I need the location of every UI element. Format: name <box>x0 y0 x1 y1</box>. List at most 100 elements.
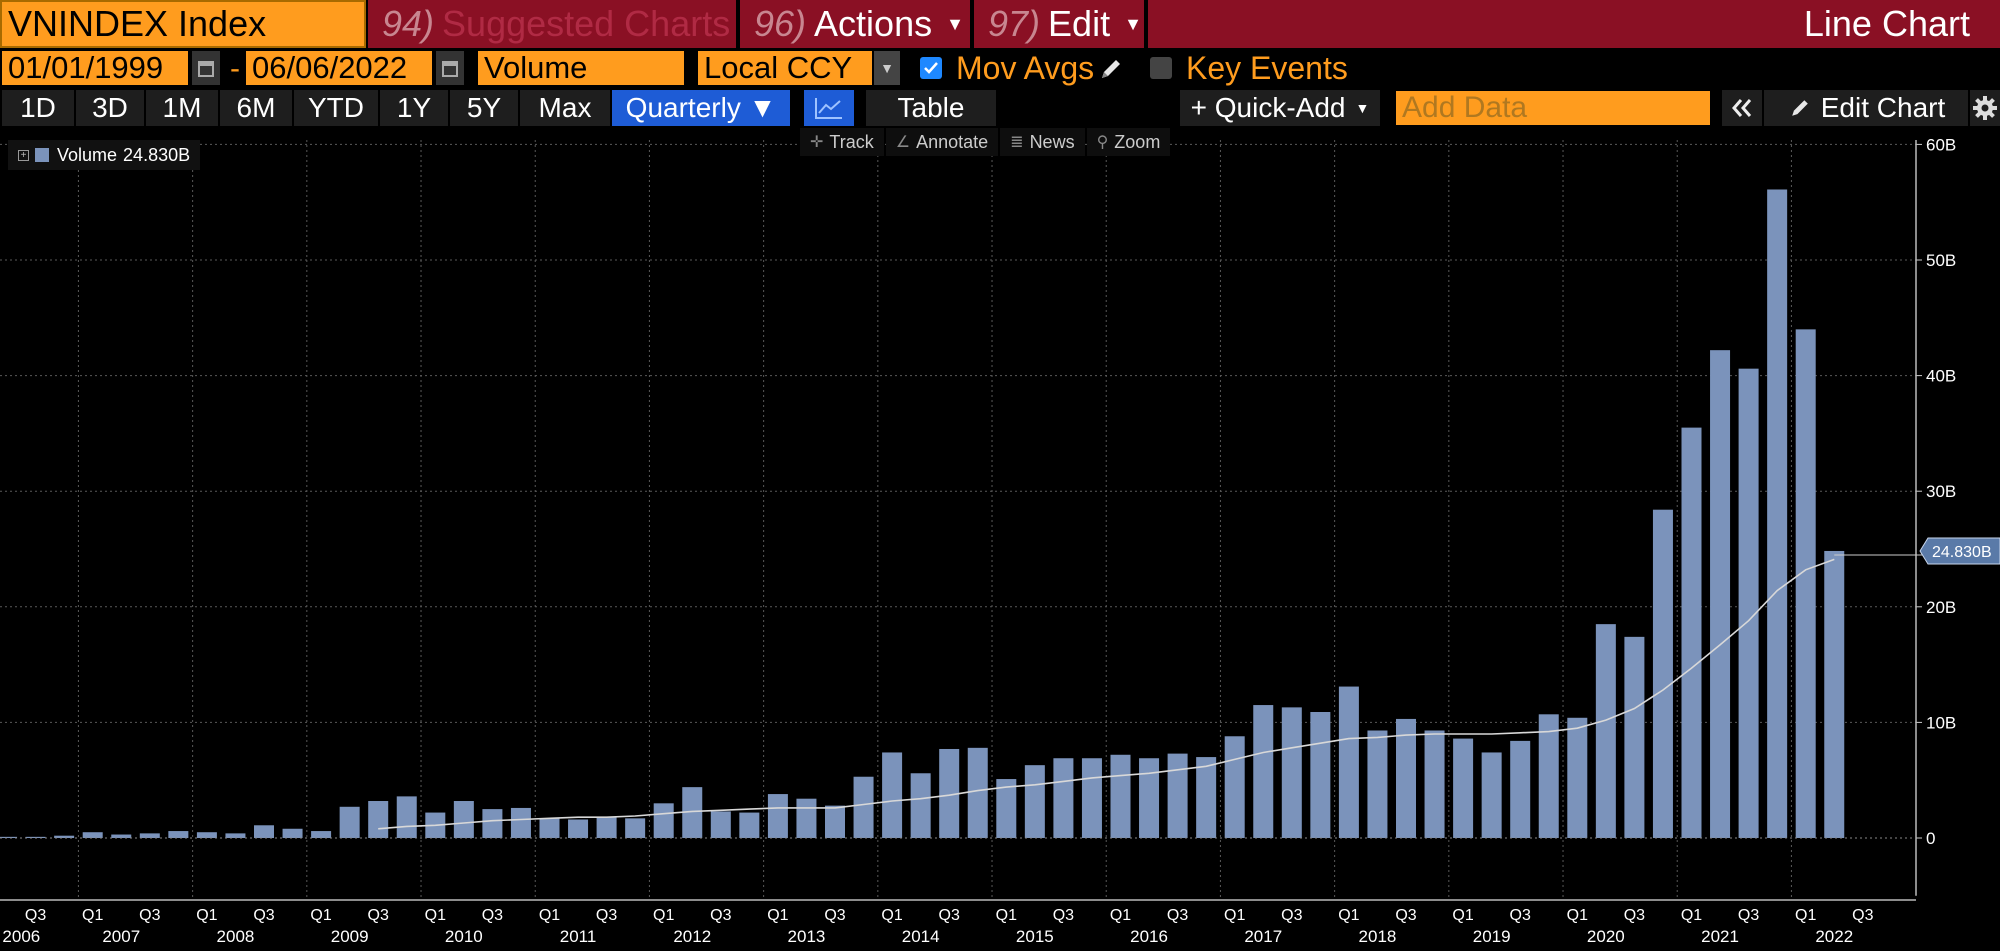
volume-bar <box>825 805 845 838</box>
volume-bar <box>996 779 1017 838</box>
x-year-label: 2019 <box>1473 927 1511 946</box>
actions-caret-icon: ▼ <box>946 13 964 34</box>
field-text: Volume <box>484 50 588 85</box>
quick-add-button[interactable]: + Quick-Add ▼ <box>1180 90 1380 126</box>
y-tick-label: 10B <box>1926 713 1956 732</box>
edit-menu[interactable]: 97) Edit ▼ <box>974 0 1144 48</box>
volume-bar <box>54 835 75 838</box>
volume-bar <box>1595 624 1616 838</box>
track-tool[interactable]: ✛ Track <box>800 128 884 156</box>
volume-bar <box>311 831 332 838</box>
x-quarter-label: Q3 <box>1624 907 1645 924</box>
volume-bar <box>282 828 303 838</box>
volume-bar <box>1053 758 1074 838</box>
start-calendar-icon[interactable] <box>192 51 220 85</box>
zoom-label: Zoom <box>1114 131 1161 152</box>
volume-bar <box>1795 329 1816 838</box>
x-quarter-label: Q3 <box>482 907 503 924</box>
volume-bar <box>739 812 760 838</box>
volume-bar <box>682 787 703 838</box>
zoom-tool[interactable]: ⚲ Zoom <box>1086 128 1171 156</box>
volume-bar <box>1424 730 1445 838</box>
x-quarter-label: Q3 <box>139 907 160 924</box>
volume-bar <box>1567 717 1588 838</box>
volume-bar <box>653 803 674 838</box>
chart-legend[interactable]: + Volume 24.830B <box>8 140 201 170</box>
volume-bar <box>1167 753 1188 838</box>
y-tick-label: 60B <box>1926 135 1956 154</box>
volume-bar <box>967 747 988 838</box>
volume-bar <box>453 801 474 838</box>
x-year-label: 2011 <box>560 927 597 946</box>
period-1d-button[interactable]: 1D <box>2 90 74 126</box>
x-quarter-label: Q1 <box>767 907 788 924</box>
actions-menu[interactable]: 96) Actions ▼ <box>740 0 970 48</box>
add-data-input[interactable]: Add Data <box>1396 91 1710 125</box>
volume-bar <box>1224 736 1245 838</box>
period-1m-button[interactable]: 1M <box>146 90 218 126</box>
volume-bar <box>1081 758 1102 838</box>
x-quarter-label: Q3 <box>1053 907 1074 924</box>
frequency-selector[interactable]: Quarterly ▼ <box>612 90 790 126</box>
volume-bar <box>1396 718 1416 838</box>
period-ytd-button[interactable]: YTD <box>294 90 378 126</box>
x-year-label: 2020 <box>1587 927 1625 946</box>
y-tick-label: 40B <box>1926 367 1956 386</box>
pencil-icon[interactable] <box>1096 54 1126 89</box>
y-tick-label: 20B <box>1926 598 1956 617</box>
volume-bar <box>939 748 960 838</box>
toolbar: 1D 3D 1M 6M YTD 1Y 5Y Max Quarterly ▼ Ta… <box>0 88 2000 128</box>
volume-bar <box>1310 711 1331 838</box>
start-date-field[interactable]: 01/01/1999 <box>2 50 188 85</box>
x-quarter-label: Q3 <box>596 907 617 924</box>
x-quarter-label: Q1 <box>1224 907 1245 924</box>
line-chart-view-button[interactable] <box>804 90 854 126</box>
period-1y-button[interactable]: 1Y <box>380 90 448 126</box>
end-calendar-icon[interactable] <box>436 51 464 85</box>
mov-avgs-label: Mov Avgs <box>956 50 1095 86</box>
legend-expand-icon[interactable]: + <box>18 149 29 161</box>
collapse-panel-icon[interactable] <box>1722 90 1762 126</box>
period-5y-button[interactable]: 5Y <box>450 90 518 126</box>
field-selector[interactable]: Volume <box>478 50 684 85</box>
x-quarter-label: Q1 <box>310 907 331 924</box>
period-3d-button[interactable]: 3D <box>76 90 144 126</box>
edit-chart-button[interactable]: Edit Chart <box>1764 90 1968 126</box>
volume-bar <box>1538 714 1559 838</box>
suggested-charts-button[interactable]: 94) Suggested Charts <box>368 0 736 48</box>
security-text: VNINDEX Index <box>8 3 267 44</box>
magnifier-icon: ⚲ <box>1096 134 1109 151</box>
x-quarter-label: Q3 <box>253 907 274 924</box>
volume-bar <box>1652 509 1673 838</box>
x-year-label: 2017 <box>1244 927 1282 946</box>
volume-bar <box>111 834 132 838</box>
volume-bar <box>568 819 589 838</box>
period-max-button[interactable]: Max <box>520 90 610 126</box>
edit-caret-icon: ▼ <box>1124 13 1142 34</box>
x-quarter-label: Q3 <box>368 907 389 924</box>
crosshair-icon: ✛ <box>810 134 824 151</box>
end-date-field[interactable]: 06/06/2022 <box>246 50 432 85</box>
add-data-placeholder: Add Data <box>1402 91 1528 124</box>
volume-bar <box>196 832 217 838</box>
mov-avgs-checkbox[interactable] <box>920 57 942 79</box>
currency-selector[interactable]: Local CCY <box>698 50 872 85</box>
chart-type-label: Line Chart <box>1803 3 1970 44</box>
volume-chart: 0 10B 20B 30B 40B 50B 60B 24.830B Q3 2006 Q1 2007 Q3… <box>0 135 2000 946</box>
settings-gear-icon[interactable] <box>1970 90 2000 126</box>
security-field[interactable]: VNINDEX Index <box>0 0 366 48</box>
volume-bar <box>25 836 46 838</box>
edit-label: Edit <box>1048 3 1111 44</box>
volume-bar <box>1510 740 1531 838</box>
period-6m-button[interactable]: 6M <box>220 90 292 126</box>
annotate-tool[interactable]: ∠ Annotate <box>885 128 999 156</box>
currency-dropdown-icon[interactable]: ▼ <box>874 51 900 85</box>
table-view-button[interactable]: Table <box>866 90 996 126</box>
key-events-checkbox[interactable] <box>1150 57 1172 79</box>
news-icon: ≣ <box>1010 134 1024 151</box>
volume-bar <box>339 806 360 838</box>
volume-bar <box>1110 754 1131 838</box>
news-tool[interactable]: ≣ News <box>1000 128 1085 156</box>
actions-number: 96) <box>754 3 807 44</box>
x-year-label: 2009 <box>331 927 369 946</box>
